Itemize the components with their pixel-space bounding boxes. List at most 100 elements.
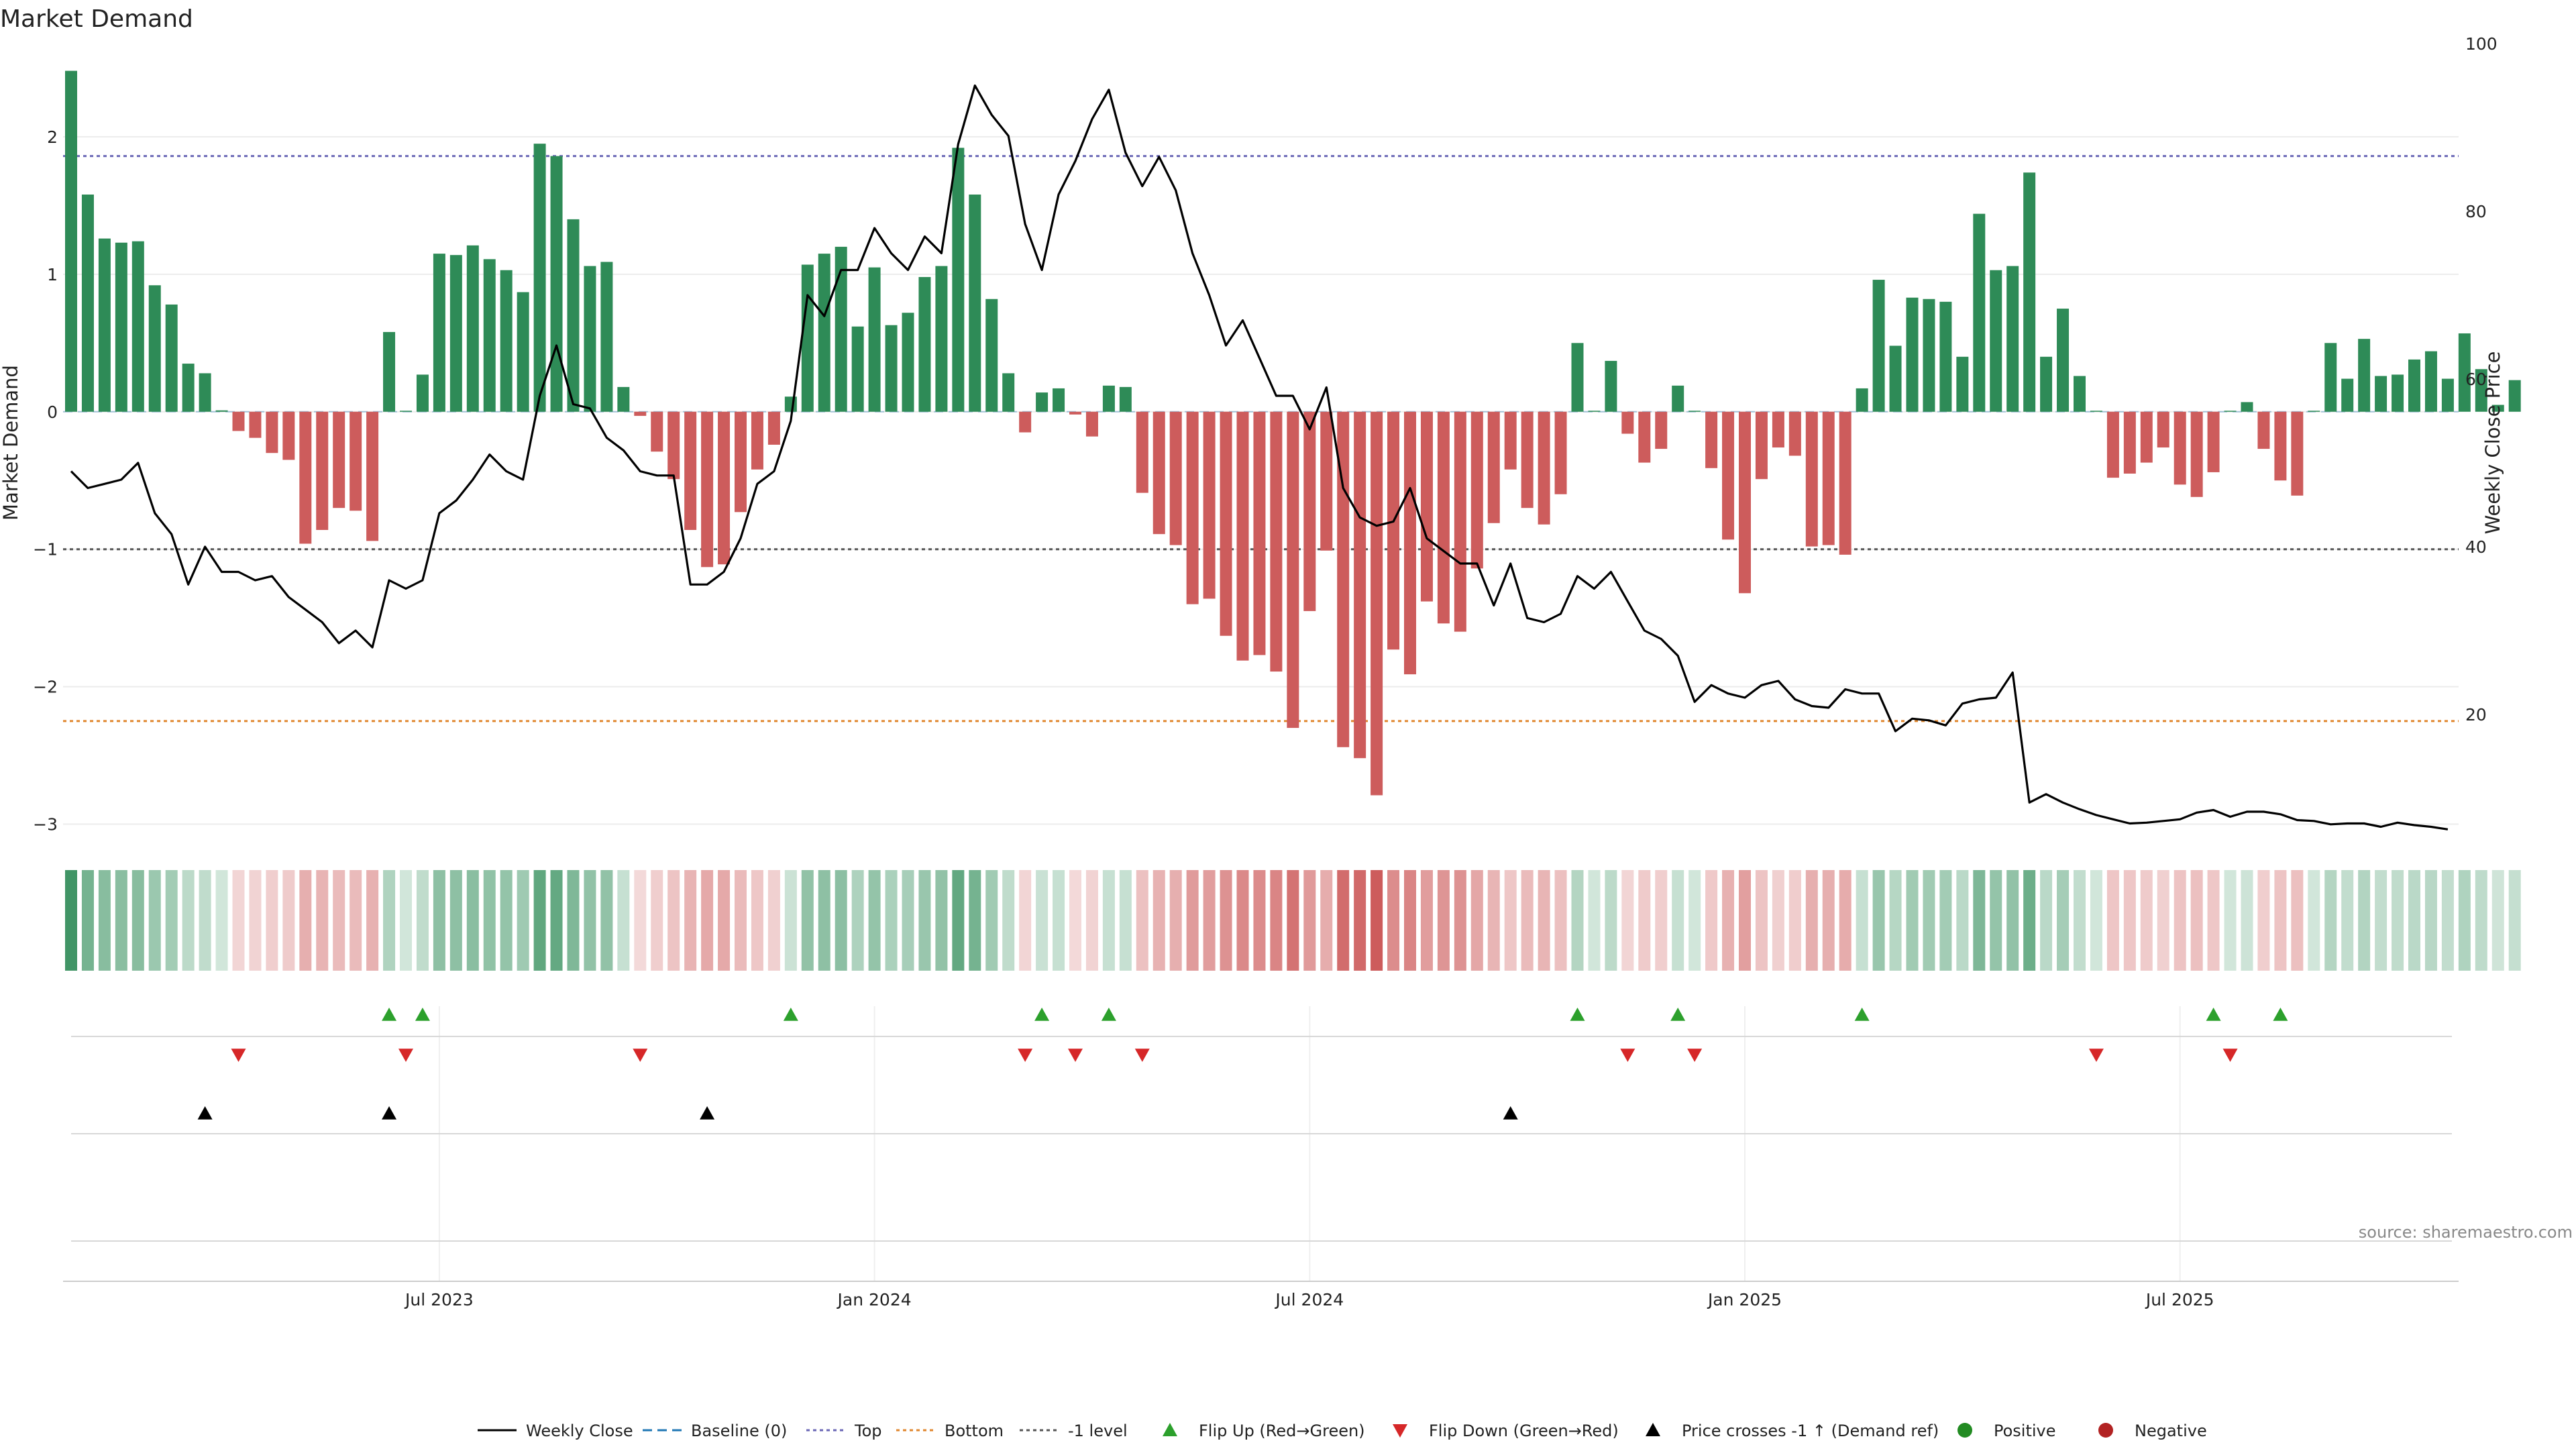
heat-cell [851,870,864,971]
heat-cell [868,870,881,971]
demand-bar [2358,339,2371,412]
heat-cell [567,870,580,971]
demand-bar [735,411,747,513]
heat-cell [2224,870,2237,971]
demand-bar [918,276,931,412]
heat-cell [433,870,445,971]
demand-bar [784,396,797,412]
legend-label: Flip Up (Red→Green) [1199,1421,1365,1440]
heat-cell [1638,870,1651,971]
demand-bar [1470,411,1483,569]
heat-cell [366,870,379,971]
heat-cell [1805,870,1818,971]
flip-up-marker [382,1008,397,1021]
y2-tick-label: 100 [2465,34,2498,54]
flip-up-marker [415,1008,430,1021]
heat-cell [1404,870,1416,971]
demand-bar [2040,356,2053,412]
legend-item: -1 level [1020,1421,1128,1440]
demand-bar [701,411,714,568]
heat-cell [249,870,262,971]
demand-bar [215,410,228,412]
heat-cell [449,870,462,971]
heat-cell [2392,870,2404,971]
heat-cell [115,870,127,971]
gridlines [63,136,2459,1281]
legend-label: Top [854,1421,882,1440]
demand-bar [634,411,647,416]
demand-bar [1220,411,1232,636]
legend-item: Weekly Close [478,1421,633,1440]
demand-bar [2508,380,2521,412]
heat-cell [316,870,329,971]
heat-cell [617,870,630,971]
demand-bar [282,411,295,460]
demand-bar [1337,411,1350,747]
heat-cell [1755,870,1768,971]
legend: Weekly Close Baseline (0) Top Bottom -1 leve… [478,1421,2207,1440]
legend-label: Weekly Close [526,1421,633,1440]
demand-bar [818,254,830,412]
demand-bar [885,325,898,412]
heat-cell [2157,870,2169,971]
left-axis: 2 1 0 −1 −2 −3 [33,127,58,835]
demand-bar [2057,309,2070,412]
demand-bar [767,411,780,445]
y2-tick-label: 80 [2465,202,2487,221]
x-tick-label: Jan 2025 [1707,1290,1782,1309]
y2-tick-label: 40 [2465,537,2487,557]
heat-cell [835,870,847,971]
demand-bar [249,411,262,438]
heat-cell [2190,870,2203,971]
demand-bar [1420,411,1433,602]
heat-cell [1906,870,1919,971]
heat-cell [1487,870,1500,971]
demand-bar [1923,299,1935,412]
heat-cell [985,870,998,971]
demand-bar [483,259,496,412]
heat-cell [2358,870,2371,971]
flip-up-marker [783,1008,798,1021]
demand-bar [1053,388,1065,412]
demand-bars [65,70,2521,796]
y-tick-label: 1 [47,265,58,284]
demand-bar [2090,411,2102,412]
heat-cell [1538,870,1550,971]
demand-bar [2392,374,2404,412]
heat-cell [1973,870,1986,971]
legend-item: Price crosses -1 ↑ (Demand ref) [1646,1421,1939,1440]
demand-bar [98,238,111,412]
demand-bar [1019,411,1032,433]
demand-bar [2475,369,2487,412]
x-tick-label: Jul 2023 [404,1290,474,1309]
heat-cell [1504,870,1517,971]
demand-bar [2491,405,2504,412]
heat-cell [533,870,546,971]
demand-bar [1236,411,1249,661]
heat-cell [1320,870,1333,971]
heat-cell [634,870,647,971]
x-axis: Jul 2023 Jan 2024 Jul 2024 Jan 2025 Jul 2025 [63,1281,2459,1309]
demand-bar [1504,411,1517,470]
demand-bar [232,411,245,431]
legend-swatch [1646,1423,1660,1436]
legend-label: -1 level [1068,1421,1128,1440]
heat-cell [81,870,94,971]
demand-bar [935,266,948,412]
legend-swatch [1393,1424,1407,1438]
demand-bar [1102,385,1115,412]
y2-tick-label: 20 [2465,705,2487,724]
demand-bar [2241,402,2253,412]
demand-bar [1705,411,1718,468]
heat-cell [2491,870,2504,971]
heat-cell [1688,870,1701,971]
demand-bar [1571,343,1584,412]
heat-cell [2408,870,2420,971]
heat-cell [266,870,278,971]
flip-down-marker [398,1049,413,1062]
demand-bar [902,313,914,412]
demand-bar [2224,411,2237,412]
heat-cell [1354,870,1366,971]
demand-bar [416,374,429,412]
heat-cell [215,870,228,971]
